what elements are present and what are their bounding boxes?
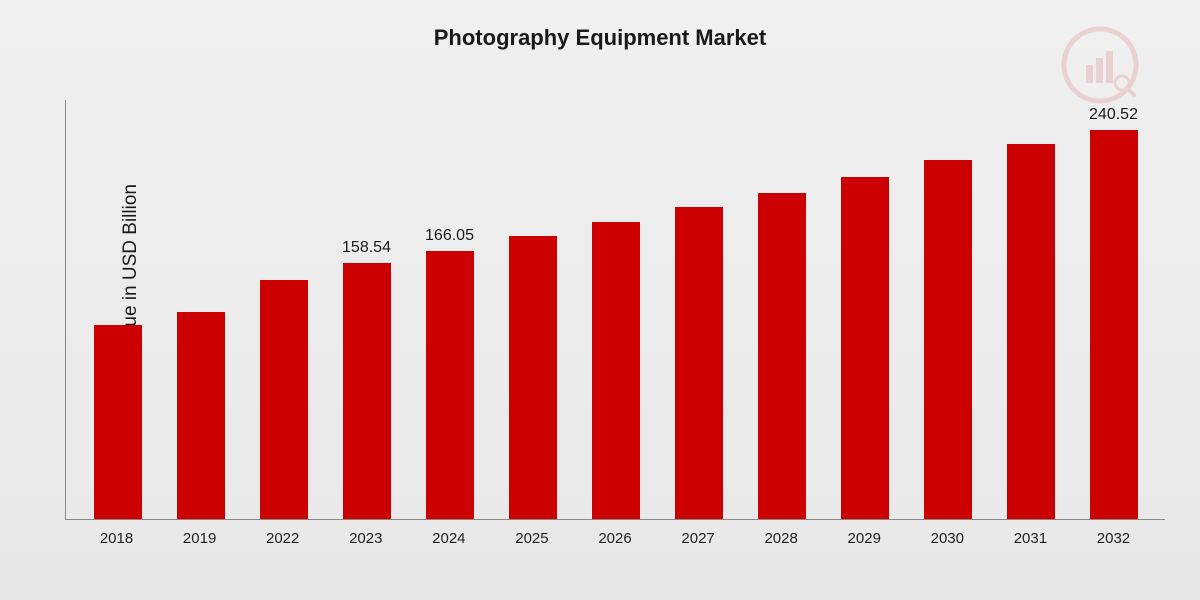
x-axis-label: 2026 (573, 524, 656, 547)
x-axis-label: 2030 (906, 524, 989, 547)
bar-value-label: 158.54 (342, 239, 391, 257)
bar (675, 207, 723, 519)
x-axis-label: 2022 (241, 524, 324, 547)
x-axis-label: 2023 (324, 524, 407, 547)
bar-value-label: 240.52 (1089, 106, 1138, 124)
bar (177, 312, 225, 519)
x-axis-label: 2025 (490, 524, 573, 547)
bar (758, 193, 806, 519)
x-axis-label: 2019 (158, 524, 241, 547)
bar (924, 160, 972, 519)
bar-slot (491, 100, 574, 519)
bar (509, 236, 557, 519)
bar-slot (159, 100, 242, 519)
bar-slot: 166.05 (408, 100, 491, 519)
bar (1090, 130, 1138, 519)
x-axis-labels: 2018201920222023202420252026202720282029… (65, 524, 1165, 547)
bars-container: 158.54 166.05 240.52 (66, 100, 1165, 519)
watermark-logo-icon (1060, 25, 1140, 110)
bar-slot (574, 100, 657, 519)
bar-slot (76, 100, 159, 519)
bar (343, 263, 391, 519)
bar (94, 325, 142, 519)
bar (260, 280, 308, 519)
bar-slot (740, 100, 823, 519)
bar-slot (823, 100, 906, 519)
x-axis-label: 2032 (1072, 524, 1155, 547)
x-axis-label: 2027 (657, 524, 740, 547)
bar-slot: 158.54 (325, 100, 408, 519)
bar (592, 222, 640, 519)
bar (426, 251, 474, 519)
bar (841, 177, 889, 519)
x-axis-label: 2028 (740, 524, 823, 547)
plot-area: 158.54 166.05 240.52 (65, 100, 1165, 520)
bar-value-label: 166.05 (425, 227, 474, 245)
x-axis-label: 2018 (75, 524, 158, 547)
bar-slot (657, 100, 740, 519)
bar-slot (989, 100, 1072, 519)
bar-slot (906, 100, 989, 519)
chart-title: Photography Equipment Market (434, 25, 766, 51)
bar-slot: 240.52 (1072, 100, 1155, 519)
bar-slot (242, 100, 325, 519)
x-axis-label: 2024 (407, 524, 490, 547)
bar (1007, 144, 1055, 519)
x-axis-label: 2029 (823, 524, 906, 547)
x-axis-label: 2031 (989, 524, 1072, 547)
